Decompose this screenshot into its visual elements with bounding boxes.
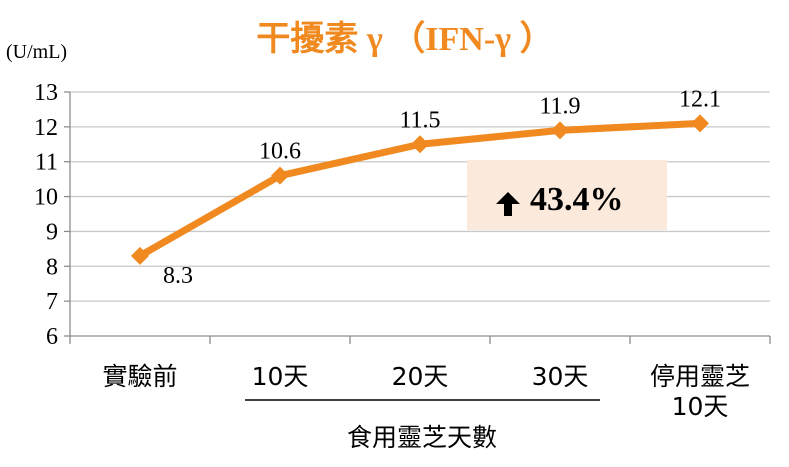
x-tick-label: 停用靈芝 10天 <box>650 362 750 421</box>
y-tick-label: 12 <box>34 115 58 141</box>
y-tick-label: 11 <box>35 150 58 176</box>
growth-annotation: 43.4% <box>467 160 667 230</box>
series <box>131 114 709 265</box>
x-tick-label: 20天 <box>392 362 449 391</box>
data-point-marker <box>691 114 709 133</box>
up-arrow-icon <box>496 192 520 216</box>
y-tick-label: 13 <box>34 80 58 106</box>
y-tick-label: 6 <box>46 324 58 350</box>
y-axis-unit-label: (U/mL) <box>6 41 67 63</box>
data-point-marker <box>271 166 289 185</box>
y-tick-label: 8 <box>46 254 58 280</box>
data-labels: 8.3 10.6 11.5 11.9 12.1 <box>163 86 721 288</box>
data-label: 11.5 <box>399 107 440 133</box>
data-label: 8.3 <box>163 263 193 289</box>
y-tick-labels: 6 7 8 9 10 11 12 13 <box>34 80 58 350</box>
y-tick-label: 9 <box>46 219 58 245</box>
data-label: 10.6 <box>259 139 301 165</box>
x-tick-label: 10天 <box>252 362 309 391</box>
annotation-text: 43.4% <box>530 181 624 218</box>
annotation-background <box>467 160 667 230</box>
x-tick-labels: 實驗前 10天 20天 30天 停用靈芝 10天 <box>102 362 750 421</box>
x-group-label: 食用靈芝天數 <box>347 423 497 452</box>
x-tick-label: 30天 <box>532 362 589 391</box>
data-point-marker <box>551 121 569 140</box>
data-point-marker <box>411 135 429 154</box>
axes <box>69 92 771 344</box>
x-tick-label: 實驗前 <box>102 362 177 391</box>
data-label: 12.1 <box>679 86 721 112</box>
data-label: 11.9 <box>539 93 580 119</box>
y-tick-label: 7 <box>46 289 58 315</box>
y-tick-label: 10 <box>34 185 58 211</box>
data-point-marker <box>131 246 149 265</box>
chart-title: 干擾素 γ （IFN-γ ） <box>256 19 553 58</box>
